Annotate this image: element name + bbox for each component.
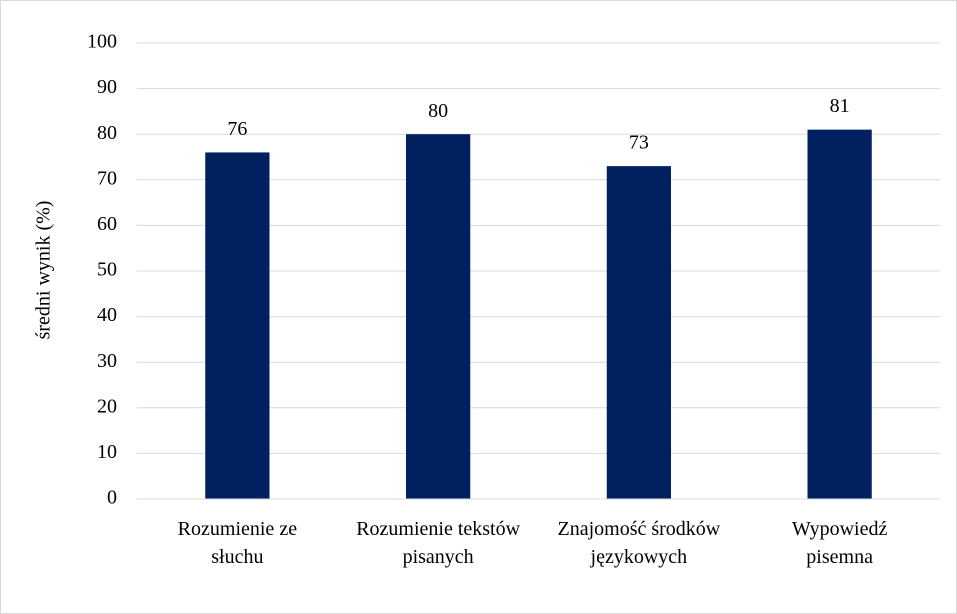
y-axis-title: średni wynik (%) <box>33 201 55 340</box>
data-label: 73 <box>629 132 649 154</box>
data-label: 76 <box>227 118 247 140</box>
y-tick-label: 40 <box>97 304 117 326</box>
y-tick-label: 10 <box>97 441 117 463</box>
data-label: 81 <box>830 95 850 117</box>
x-tick-label: Znajomość środków językowych <box>557 518 721 568</box>
bar <box>205 152 270 499</box>
y-tick-label: 100 <box>87 31 117 53</box>
data-label: 80 <box>428 100 448 122</box>
bar <box>406 134 471 499</box>
bar <box>606 166 671 499</box>
x-tick-label: Wypowiedź pisemna <box>791 518 888 568</box>
y-tick-label: 90 <box>97 76 117 98</box>
y-tick-label: 0 <box>107 487 117 509</box>
y-tick-label: 50 <box>97 259 117 281</box>
bar <box>807 129 872 499</box>
y-tick-label: 80 <box>97 122 117 144</box>
x-tick-label: Rozumienie tekstów pisanych <box>356 518 521 568</box>
y-tick-label: 70 <box>97 167 117 189</box>
y-tick-label: 60 <box>97 213 117 235</box>
y-tick-label: 20 <box>97 395 117 417</box>
y-tick-label: 30 <box>97 350 117 372</box>
x-tick-label: Rozumienie ze słuchu <box>177 518 298 568</box>
